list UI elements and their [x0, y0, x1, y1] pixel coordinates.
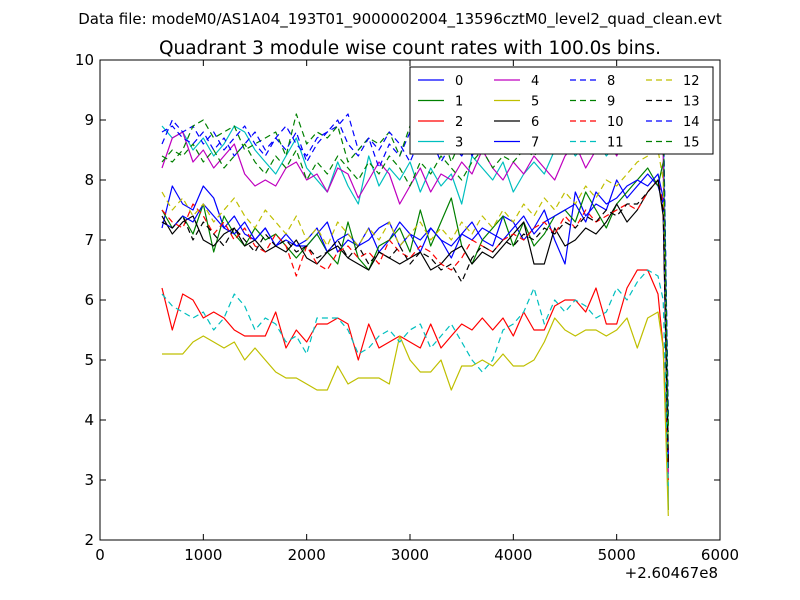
legend-label: 11 [607, 136, 624, 151]
y-tick-label: 3 [84, 471, 94, 489]
legend-label: 2 [455, 115, 463, 130]
legend-label: 1 [455, 95, 463, 110]
series-line-11 [161, 269, 669, 487]
chart-title: Quadrant 3 module wise count rates with … [159, 38, 661, 59]
y-tick-label: 9 [84, 111, 94, 129]
legend-label: 10 [607, 115, 624, 130]
x-offset-label: +2.60467e8 [625, 564, 718, 582]
x-tick-label: 6000 [701, 546, 739, 564]
x-tick-label: 3000 [391, 546, 429, 564]
series-line-2 [161, 269, 669, 481]
legend-label: 8 [607, 74, 615, 89]
y-tick-label: 10 [75, 51, 94, 69]
series-line-3 [161, 113, 669, 445]
series-line-1 [161, 161, 669, 511]
x-tick-label: 4000 [494, 546, 532, 564]
x-tick-label: 5000 [598, 546, 636, 564]
series-line-12 [161, 149, 669, 451]
y-tick-label: 2 [84, 531, 94, 549]
legend-label: 0 [455, 74, 463, 89]
legend-label: 14 [683, 115, 700, 130]
legend-label: 6 [531, 115, 539, 130]
series-line-6 [161, 179, 669, 469]
chart-suptitle: Data file: modeM0/AS1A04_193T01_90000020… [78, 10, 722, 29]
series-line-5 [162, 311, 669, 517]
series-line-13 [161, 179, 669, 463]
legend-label: 12 [683, 74, 700, 89]
series-line-4 [161, 101, 669, 475]
legend-label: 4 [531, 74, 539, 89]
legend-label: 9 [607, 95, 615, 110]
legend-label: 13 [683, 95, 700, 110]
x-tick-label: 1000 [184, 546, 222, 564]
y-tick-label: 4 [84, 411, 94, 429]
x-tick-label: 0 [95, 546, 105, 564]
legend-box [409, 66, 714, 155]
x-tick-label: 2000 [288, 546, 326, 564]
series-line-10 [161, 179, 669, 463]
y-tick-label: 8 [84, 171, 94, 189]
legend-label: 15 [683, 136, 700, 151]
legend-label: 3 [455, 136, 463, 151]
legend-label: 7 [531, 136, 539, 151]
legend-label: 5 [531, 95, 539, 110]
y-tick-label: 6 [84, 291, 94, 309]
series-line-7 [161, 173, 669, 457]
y-tick-label: 5 [84, 351, 94, 369]
y-tick-label: 7 [84, 231, 94, 249]
